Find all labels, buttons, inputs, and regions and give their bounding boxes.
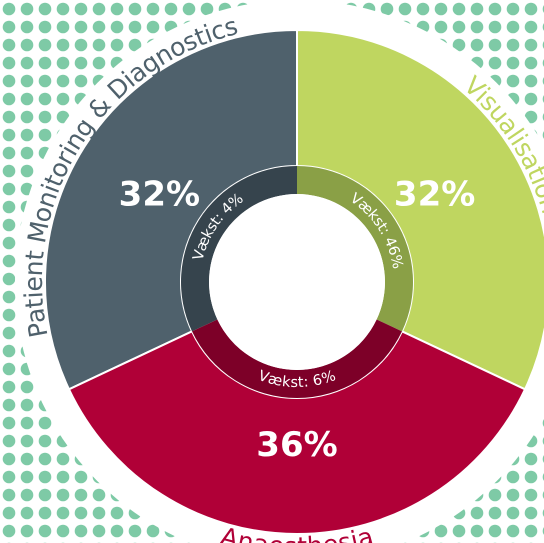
growth-ring-visualisation — [297, 166, 413, 332]
growth-rings — [181, 166, 413, 398]
share-label-anaesthesia: 36% — [256, 425, 337, 465]
share-label-visualisation: 32% — [394, 175, 475, 215]
share-label-patient-monitoring-diagnostics: 32% — [119, 175, 200, 215]
donut-segments — [44, 28, 544, 536]
growth-label-anaesthesia: Vækst: 6% — [256, 368, 338, 391]
growth-ring-anaesthesia — [192, 319, 402, 398]
donut-hole — [209, 194, 385, 370]
growth-ring-patient-monitoring-diagnostics — [181, 166, 297, 332]
